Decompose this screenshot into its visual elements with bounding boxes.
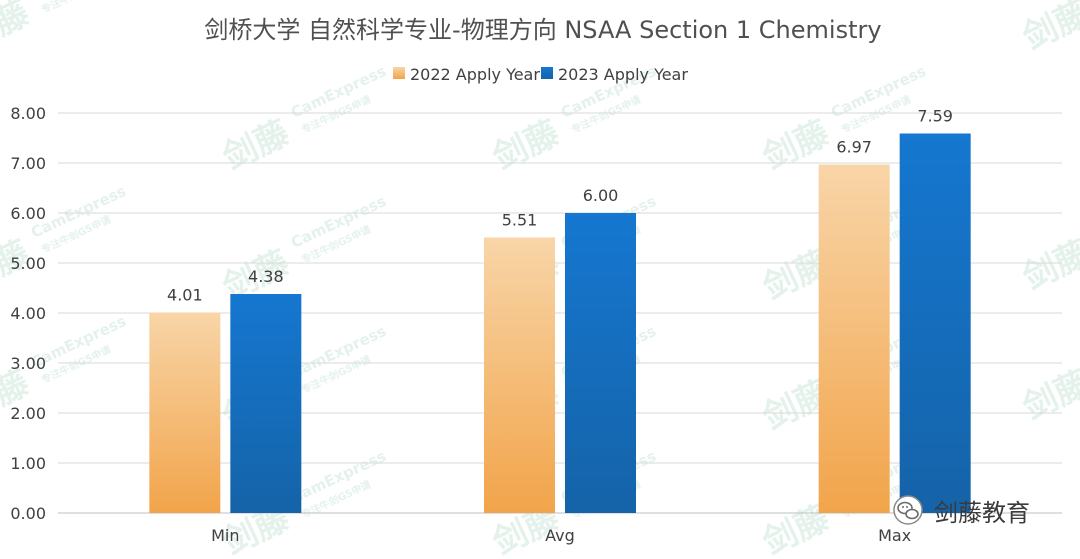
data-label: 5.51 [502, 211, 538, 230]
y-axis-ticks: 0.00 1.00 2.00 3.00 4.00 5.00 6.00 7.00 8.00 [10, 104, 46, 523]
legend-label-2023: 2023 Apply Year [558, 65, 688, 84]
wechat-icon [893, 495, 923, 525]
x-tick-label: Max [878, 526, 911, 545]
watermark-cn: 剑藤 [1017, 233, 1080, 298]
bar-avg-2022 [484, 237, 555, 513]
x-axis-ticks: Min Avg Max [211, 526, 911, 545]
data-labels: 4.01 4.38 5.51 6.00 6.97 7.59 [167, 107, 953, 305]
brand-mark: 剑藤教育 [893, 495, 1030, 527]
x-tick-label: Avg [545, 526, 575, 545]
y-tick-label: 6.00 [10, 204, 46, 223]
y-tick-label: 0.00 [10, 504, 46, 523]
legend-swatch-2022 [393, 67, 405, 79]
x-tick-label: Min [211, 526, 239, 545]
chart-title: 剑桥大学 自然科学专业-物理方向 NSAA Section 1 Chemistr… [204, 16, 881, 44]
watermark-sub: 专注牛剑G5申请 [39, 0, 113, 16]
data-label: 6.00 [583, 186, 619, 205]
data-label: 7.59 [917, 107, 953, 126]
legend-label-2022: 2022 Apply Year [410, 65, 540, 84]
watermark-cn: 剑藤 [1017, 363, 1080, 428]
legend-swatch-2023 [541, 67, 553, 79]
watermark-cn: 剑藤 [487, 113, 566, 178]
y-tick-label: 7.00 [10, 154, 46, 173]
data-label: 6.97 [836, 138, 872, 157]
brand-name: 剑藤教育 [934, 499, 1030, 527]
y-tick-label: 4.00 [10, 304, 46, 323]
data-label: 4.38 [248, 267, 284, 286]
bar-min-2022 [149, 312, 221, 513]
y-tick-label: 8.00 [10, 104, 46, 123]
y-tick-label: 3.00 [10, 354, 46, 373]
data-label: 4.01 [167, 286, 203, 305]
watermark-cn: 剑藤 [1017, 0, 1080, 58]
bar-max-2022 [818, 164, 890, 513]
y-tick-label: 2.00 [10, 404, 46, 423]
bar-avg-2023 [565, 213, 636, 513]
legend: 2022 Apply Year 2023 Apply Year [393, 65, 688, 84]
bar-min-2023 [230, 294, 302, 513]
watermark-cn: 剑藤 [217, 113, 296, 178]
bar-series [149, 133, 971, 513]
y-tick-label: 5.00 [10, 254, 46, 273]
bar-max-2023 [899, 133, 971, 513]
y-tick-label: 1.00 [10, 454, 46, 473]
watermark-cn: 剑藤 [0, 0, 35, 58]
